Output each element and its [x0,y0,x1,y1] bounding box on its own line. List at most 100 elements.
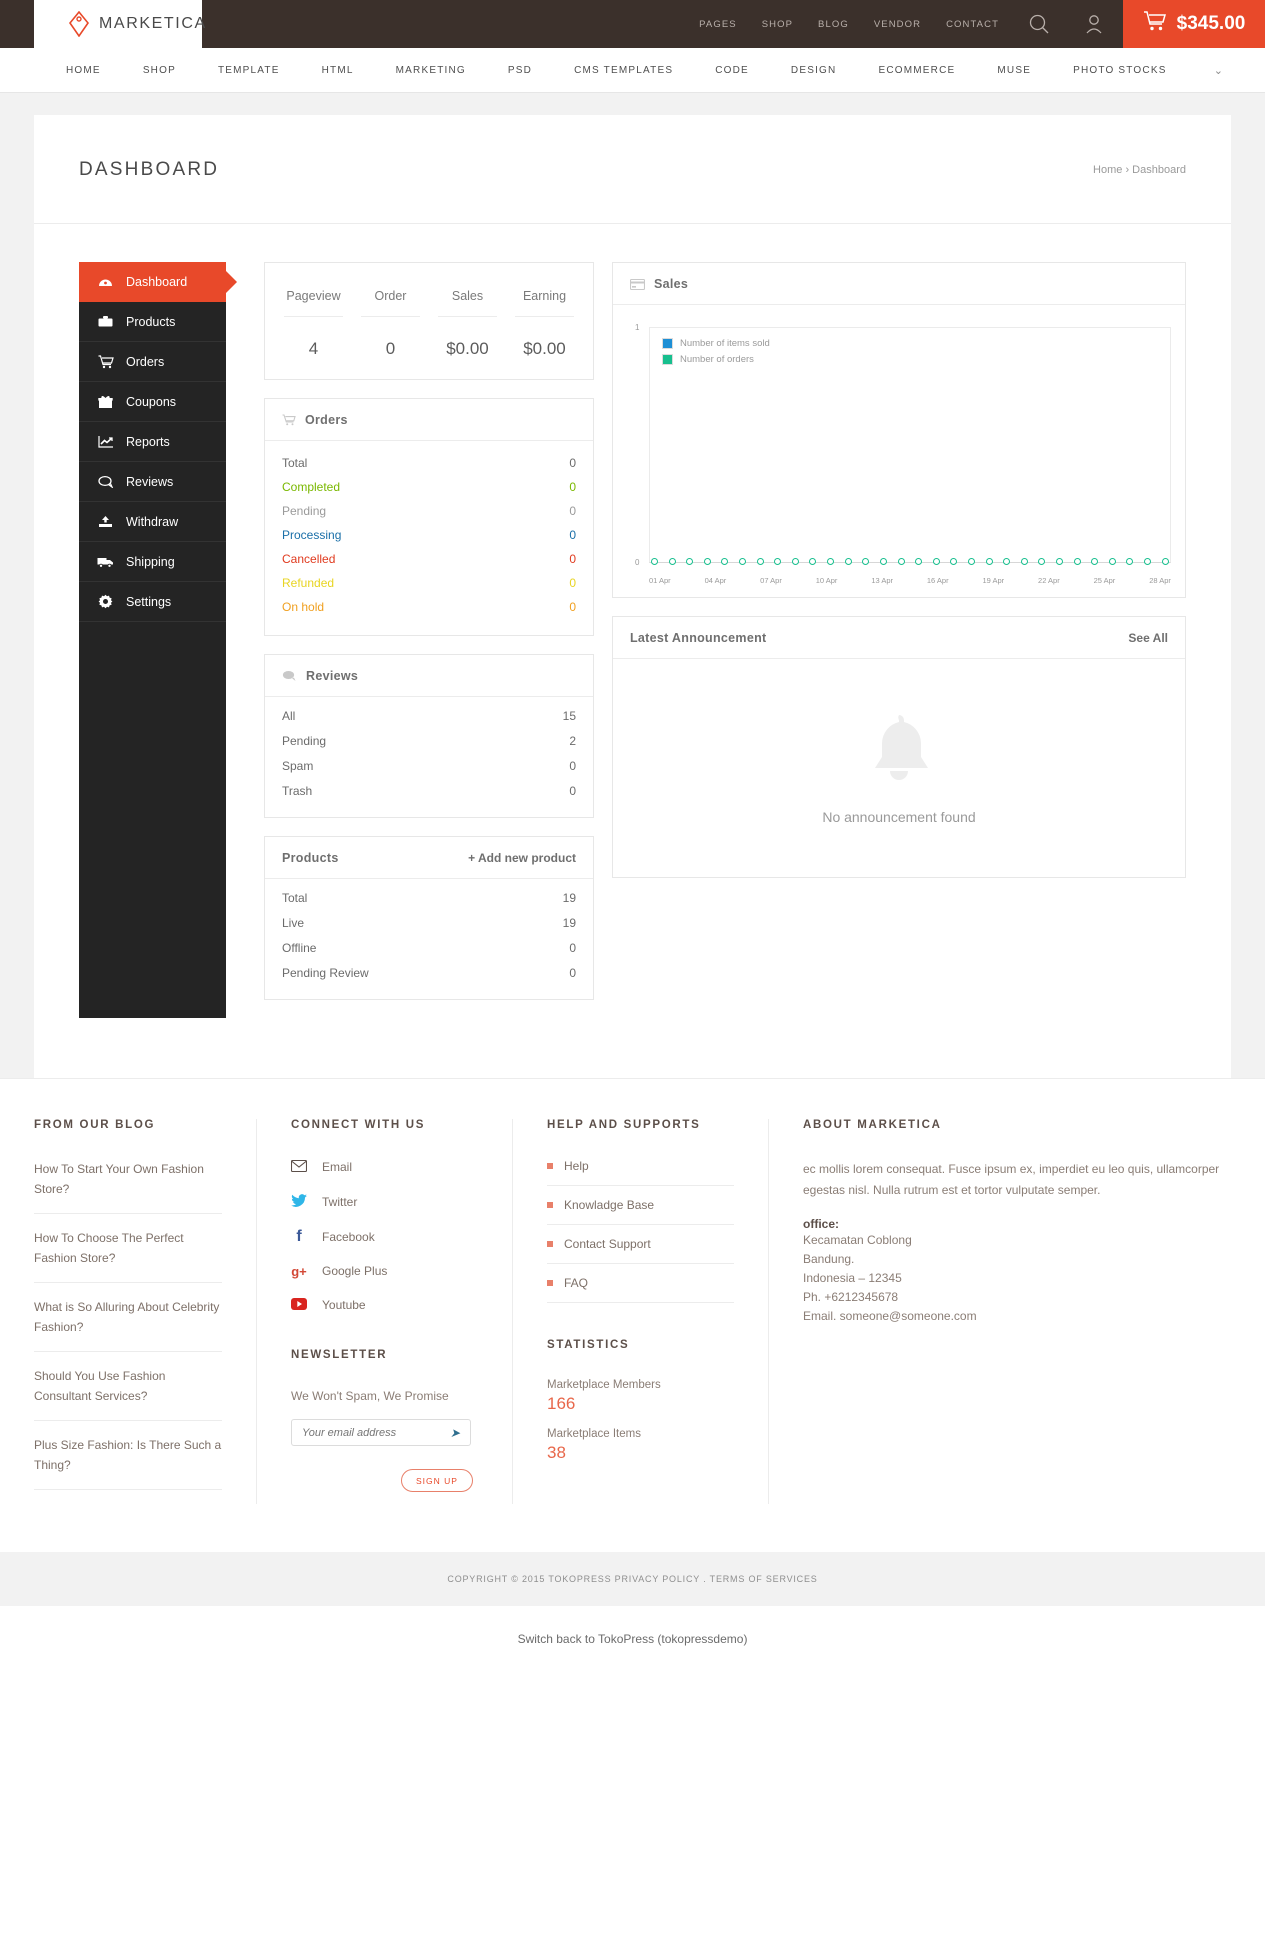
nav-template[interactable]: TEMPLATE [217,64,280,76]
logo[interactable]: MARKETICA [34,0,205,48]
product-row-total[interactable]: Total 19 [282,885,576,910]
sidebar-item-dashboard[interactable]: Dashboard [79,262,226,302]
bell-icon [859,711,939,801]
top-nav-blog[interactable]: BLOG [818,18,849,30]
user-icon[interactable] [1079,13,1109,35]
newsletter-email-input[interactable] [302,1426,450,1439]
nav-ecommerce[interactable]: ECOMMERCE [878,64,956,76]
social-link-facebook[interactable]: f Facebook [291,1229,478,1245]
social-link-youtube[interactable]: Youtube [291,1297,478,1313]
row-label: Pending [282,504,327,518]
help-link-contact-support[interactable]: Contact Support [547,1237,734,1264]
newsletter-input-wrap[interactable]: ➤ [291,1419,471,1446]
panel-title: Orders [305,413,348,427]
site-header: MARKETICA PAGES SHOP BLOG VENDOR CONTACT… [0,0,1265,48]
data-point [686,557,694,565]
send-icon[interactable]: ➤ [449,1425,460,1440]
data-point [791,557,799,565]
sidebar-item-reports[interactable]: Reports [79,422,226,462]
row-label: Spam [282,758,314,773]
nav-home[interactable]: HOME [66,64,101,76]
nav-muse[interactable]: MUSE [997,64,1032,76]
help-label: Knowladge Base [564,1198,655,1212]
stat-label: Earning [522,289,567,303]
breadcrumb-home[interactable]: Home [1093,164,1123,176]
nav-psd[interactable]: PSD [507,64,533,76]
social-link-email[interactable]: Email [290,1159,478,1175]
list-item[interactable]: Plus Size Fashion: Is There Such a Thing… [34,1435,222,1490]
orders-panel: Orders Total 0 Completed 0 Pending 0 Proces… [264,398,594,636]
about-line: Kecamatan Coblong [803,1233,912,1247]
help-link-knowledge-base[interactable]: Knowladge Base [547,1198,734,1225]
sidebar-item-settings[interactable]: Settings [79,582,226,622]
row-label: Pending [282,733,327,748]
data-point [1073,557,1081,565]
sidebar-item-orders[interactable]: Orders [79,342,226,382]
chevron-down-icon[interactable]: ⌄ [1213,64,1223,77]
list-item[interactable]: Should You Use Fashion Consultant Servic… [34,1366,222,1421]
footer-blog-column: FROM OUR BLOG How To Start Your Own Fash… [0,1119,256,1504]
add-new-product-link[interactable]: + Add new product [468,851,576,865]
upload-icon [97,515,114,528]
help-link-faq[interactable]: FAQ [547,1276,734,1303]
sidebar-item-products[interactable]: Products [79,302,226,342]
nav-photo-stocks[interactable]: PHOTO STOCKS [1073,64,1167,76]
legend-label: Number of items sold [680,338,770,349]
list-item[interactable]: What is So Alluring About Celebrity Fash… [34,1297,222,1352]
order-row-onhold[interactable]: On hold 0 [282,595,576,619]
order-row-processing[interactable]: Processing 0 [282,523,576,547]
product-row-pending-review[interactable]: Pending Review 0 [282,960,576,985]
nav-html[interactable]: HTML [321,64,354,76]
see-all-link[interactable]: See All [1128,631,1168,645]
social-link-twitter[interactable]: Twitter [291,1194,478,1210]
about-line: Ph. +6212345678 [803,1290,899,1304]
product-row-offline[interactable]: Offline 0 [282,935,576,960]
data-point [827,557,835,565]
order-row-refunded[interactable]: Refunded 0 [282,571,576,595]
footer-connect-column: CONNECT WITH US Email Twitter f Facebook… [256,1119,512,1504]
legend-swatch-green [662,354,673,365]
review-row-spam[interactable]: Spam 0 [282,753,576,778]
help-link-help[interactable]: Help [547,1159,734,1186]
order-row-pending[interactable]: Pending 0 [282,499,576,523]
switch-back-link[interactable]: Switch back to TokoPress (tokopressdemo) [517,1632,748,1646]
top-nav-vendor[interactable]: VENDOR [873,18,922,30]
top-nav-shop[interactable]: SHOP [761,18,794,30]
nav-marketing[interactable]: MARKETING [395,64,466,76]
order-row-total[interactable]: Total 0 [282,451,576,475]
review-row-trash[interactable]: Trash 0 [282,778,576,803]
sidebar-item-reviews[interactable]: Reviews [79,462,226,502]
top-nav-contact[interactable]: CONTACT [946,18,999,30]
stat-label: Pageview [286,289,341,303]
cart-button[interactable]: $345.00 [1123,0,1265,48]
data-point [668,557,676,565]
product-row-live[interactable]: Live 19 [282,910,576,935]
signup-button[interactable]: SIGN UP [401,1469,473,1492]
review-row-all[interactable]: All 15 [282,703,576,728]
order-row-completed[interactable]: Completed 0 [282,475,576,499]
data-point [1108,557,1116,565]
row-label: Processing [282,528,342,542]
order-row-cancelled[interactable]: Cancelled 0 [282,547,576,571]
nav-shop[interactable]: SHOP [142,64,176,76]
sidebar-item-shipping[interactable]: Shipping [79,542,226,582]
social-link-google-plus[interactable]: g+ Google Plus [291,1264,478,1278]
sidebar-item-label: Shipping [126,554,175,569]
review-row-pending[interactable]: Pending 2 [282,728,576,753]
row-label: Live [282,915,305,930]
search-icon[interactable] [1024,13,1054,35]
legend-entry-items-sold[interactable]: Number of items sold [662,338,770,349]
nav-cms-templates[interactable]: CMS TEMPLATES [574,64,674,76]
list-item[interactable]: How To Choose The Perfect Fashion Store? [34,1228,222,1283]
legend-entry-orders[interactable]: Number of orders [662,354,770,365]
row-label: On hold [282,600,325,614]
nav-design[interactable]: DESIGN [790,64,837,76]
top-nav-pages[interactable]: PAGES [699,18,737,30]
sidebar-item-withdraw[interactable]: Withdraw [79,502,226,542]
y-axis-tick-max: 1 [635,323,640,332]
dashboard-left-column: Pageview 4 Order 0 Sales $0.00 Earning [264,262,594,1018]
sidebar-item-coupons[interactable]: Coupons [79,382,226,422]
nav-code[interactable]: CODE [715,64,749,76]
data-point [651,557,658,565]
list-item[interactable]: How To Start Your Own Fashion Store? [34,1159,222,1214]
